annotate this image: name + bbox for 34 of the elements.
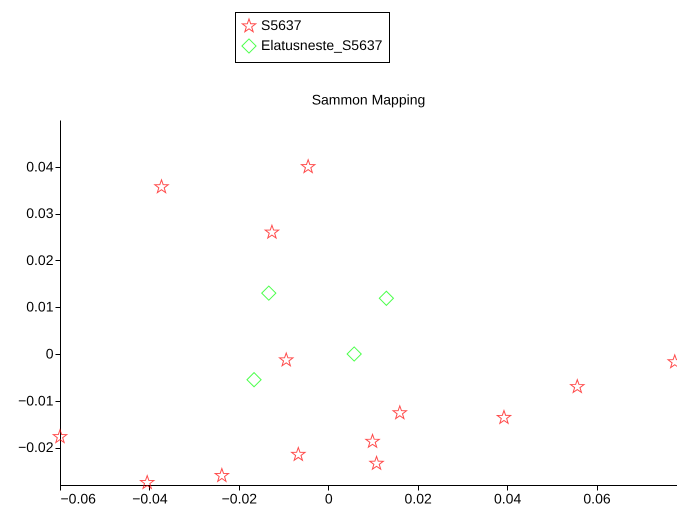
point [496, 410, 512, 424]
x-tick-label: 0 [324, 490, 333, 506]
point [378, 290, 394, 306]
chart-title: Sammon Mapping [312, 92, 426, 108]
x-tick-label: −0.04 [132, 490, 168, 506]
x-tick-label: −0.06 [60, 490, 96, 506]
point [279, 352, 294, 366]
point [261, 286, 276, 301]
x-tick-label: 0.04 [494, 490, 522, 506]
point [52, 429, 68, 444]
y-tick-label: 0.02 [26, 252, 54, 268]
y-tick-label: −0.02 [18, 439, 54, 456]
point [264, 224, 280, 239]
point [300, 159, 316, 174]
point [246, 372, 262, 388]
point [214, 468, 230, 482]
x-tick-label: −0.02 [222, 490, 258, 506]
y-tick-label: 0 [46, 345, 54, 362]
point [392, 405, 408, 420]
y-tick-label: 0.03 [26, 205, 54, 222]
point [346, 346, 362, 362]
point [369, 456, 384, 470]
x-tick-label: 0.06 [583, 490, 611, 506]
point [365, 434, 380, 448]
point [154, 179, 169, 194]
legend-label: Elatusneste_S5637 [261, 37, 383, 53]
y-tick-label: −0.01 [18, 392, 54, 408]
point [140, 475, 154, 489]
y-tick-label: 0.04 [26, 158, 54, 174]
x-tick-label: 0.02 [404, 490, 432, 506]
point [291, 447, 306, 461]
legend-label: S5637 [261, 17, 302, 33]
point [570, 379, 585, 393]
y-tick-label: 0.01 [26, 298, 54, 315]
